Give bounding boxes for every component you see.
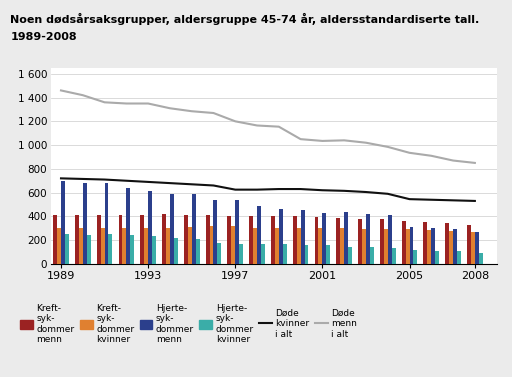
Bar xyxy=(431,228,435,264)
Bar xyxy=(57,228,61,264)
Bar xyxy=(218,243,221,264)
Bar xyxy=(239,244,243,264)
Bar xyxy=(87,235,91,264)
Bar xyxy=(340,228,344,264)
Legend: Kreft-
syk-
dommer
menn, Kreft-
syk-
dommer
kvinner, Hjerte-
syk-
dommer
menn, H: Kreft- syk- dommer menn, Kreft- syk- dom… xyxy=(20,304,357,344)
Text: Noen dødsårsaksgrupper, aldersgruppe 45-74 år, aldersstandardiserte tall.: Noen dødsårsaksgrupper, aldersgruppe 45-… xyxy=(10,13,480,25)
Bar xyxy=(348,247,352,264)
Bar xyxy=(479,253,483,264)
Bar xyxy=(191,195,196,264)
Bar xyxy=(122,228,126,264)
Bar xyxy=(326,245,330,264)
Bar xyxy=(83,182,87,264)
Bar xyxy=(449,231,453,264)
Bar xyxy=(457,251,461,264)
Bar xyxy=(79,228,83,264)
Bar xyxy=(380,219,384,264)
Bar xyxy=(104,182,109,264)
Bar xyxy=(170,194,174,264)
Bar xyxy=(101,228,104,264)
Bar xyxy=(293,216,296,264)
Bar xyxy=(336,218,340,264)
Bar xyxy=(366,214,370,264)
Bar xyxy=(174,238,178,264)
Text: 1989-2008: 1989-2008 xyxy=(10,32,77,42)
Bar xyxy=(318,228,323,264)
Bar xyxy=(148,192,152,264)
Bar xyxy=(467,225,471,264)
Bar xyxy=(275,228,279,264)
Bar xyxy=(162,214,166,264)
Bar xyxy=(410,227,413,264)
Bar xyxy=(362,229,366,264)
Bar xyxy=(358,219,362,264)
Bar xyxy=(388,215,392,264)
Bar xyxy=(402,221,406,264)
Bar xyxy=(184,215,188,264)
Bar xyxy=(370,247,374,264)
Bar xyxy=(471,232,475,264)
Bar xyxy=(65,234,69,264)
Bar xyxy=(214,200,218,264)
Bar xyxy=(384,229,388,264)
Bar xyxy=(305,245,308,264)
Bar xyxy=(253,228,257,264)
Bar xyxy=(257,206,261,264)
Bar xyxy=(140,215,144,264)
Bar xyxy=(227,216,231,264)
Bar xyxy=(118,215,122,264)
Bar xyxy=(231,227,235,264)
Bar xyxy=(301,210,305,264)
Bar xyxy=(323,213,326,264)
Bar xyxy=(61,181,65,264)
Bar xyxy=(109,234,113,264)
Bar xyxy=(279,209,283,264)
Bar xyxy=(235,200,239,264)
Bar xyxy=(392,248,396,264)
Bar xyxy=(314,217,318,264)
Bar xyxy=(413,250,417,264)
Bar xyxy=(261,244,265,264)
Bar xyxy=(475,232,479,264)
Bar xyxy=(209,227,214,264)
Bar xyxy=(75,215,79,264)
Bar xyxy=(126,188,130,264)
Bar xyxy=(249,216,253,264)
Bar xyxy=(406,230,410,264)
Bar xyxy=(152,236,156,264)
Bar xyxy=(53,215,57,264)
Bar xyxy=(97,215,101,264)
Bar xyxy=(283,244,287,264)
Bar xyxy=(453,230,457,264)
Bar xyxy=(423,222,428,264)
Bar xyxy=(435,251,439,264)
Bar xyxy=(166,228,170,264)
Bar xyxy=(206,215,209,264)
Bar xyxy=(296,228,301,264)
Bar xyxy=(344,212,348,264)
Bar xyxy=(445,223,449,264)
Bar xyxy=(428,230,431,264)
Bar xyxy=(196,239,200,264)
Bar xyxy=(188,227,191,264)
Bar xyxy=(130,235,134,264)
Bar xyxy=(144,228,148,264)
Bar xyxy=(271,216,275,264)
